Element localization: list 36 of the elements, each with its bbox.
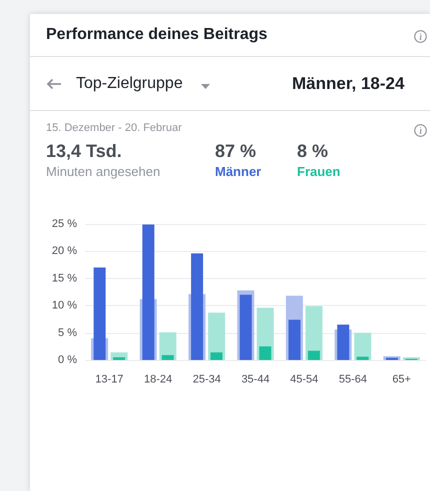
x-tick-label: 65+ (392, 374, 411, 386)
y-tick-label: 15 % (52, 272, 78, 284)
y-tick-label: 0 % (58, 354, 78, 366)
bar (288, 320, 300, 360)
y-tick-label: 5 % (58, 326, 78, 339)
bar (337, 324, 350, 360)
x-tick-label: 35-44 (241, 374, 270, 386)
text: Männer, 18-24 (292, 74, 404, 94)
y-tick-label: 25 % (52, 218, 78, 230)
bar (356, 356, 369, 360)
bar (259, 346, 272, 360)
x-tick-label: 55-64 (338, 374, 367, 386)
bar (162, 355, 174, 360)
bar (354, 332, 372, 360)
bar (94, 268, 106, 360)
text: 87 % (215, 141, 256, 162)
text: 13,4 Tsd. (46, 141, 122, 162)
text: Frauen (297, 164, 340, 179)
x-tick-label: 45-54 (290, 374, 318, 386)
text: Männer (215, 164, 262, 179)
text: Minuten angesehen (46, 164, 160, 179)
text: 15. Dezember - 20. Februar (46, 122, 182, 134)
chart-title: Performance deines Beitrags (46, 26, 268, 44)
y-tick-label: 20 % (52, 245, 78, 258)
bar (191, 253, 204, 360)
bar (142, 224, 154, 360)
x-tick-label: 25-34 (192, 374, 221, 386)
x-tick-label: 18-24 (144, 374, 172, 386)
bar (210, 352, 223, 360)
text: Top-Zielgruppe (76, 75, 183, 93)
bar (308, 350, 320, 360)
bar (113, 357, 126, 360)
text: 8 % (297, 141, 328, 162)
x-tick-label: 13-17 (95, 374, 124, 386)
y-tick-label: 10 % (52, 300, 78, 312)
bar (240, 294, 252, 360)
